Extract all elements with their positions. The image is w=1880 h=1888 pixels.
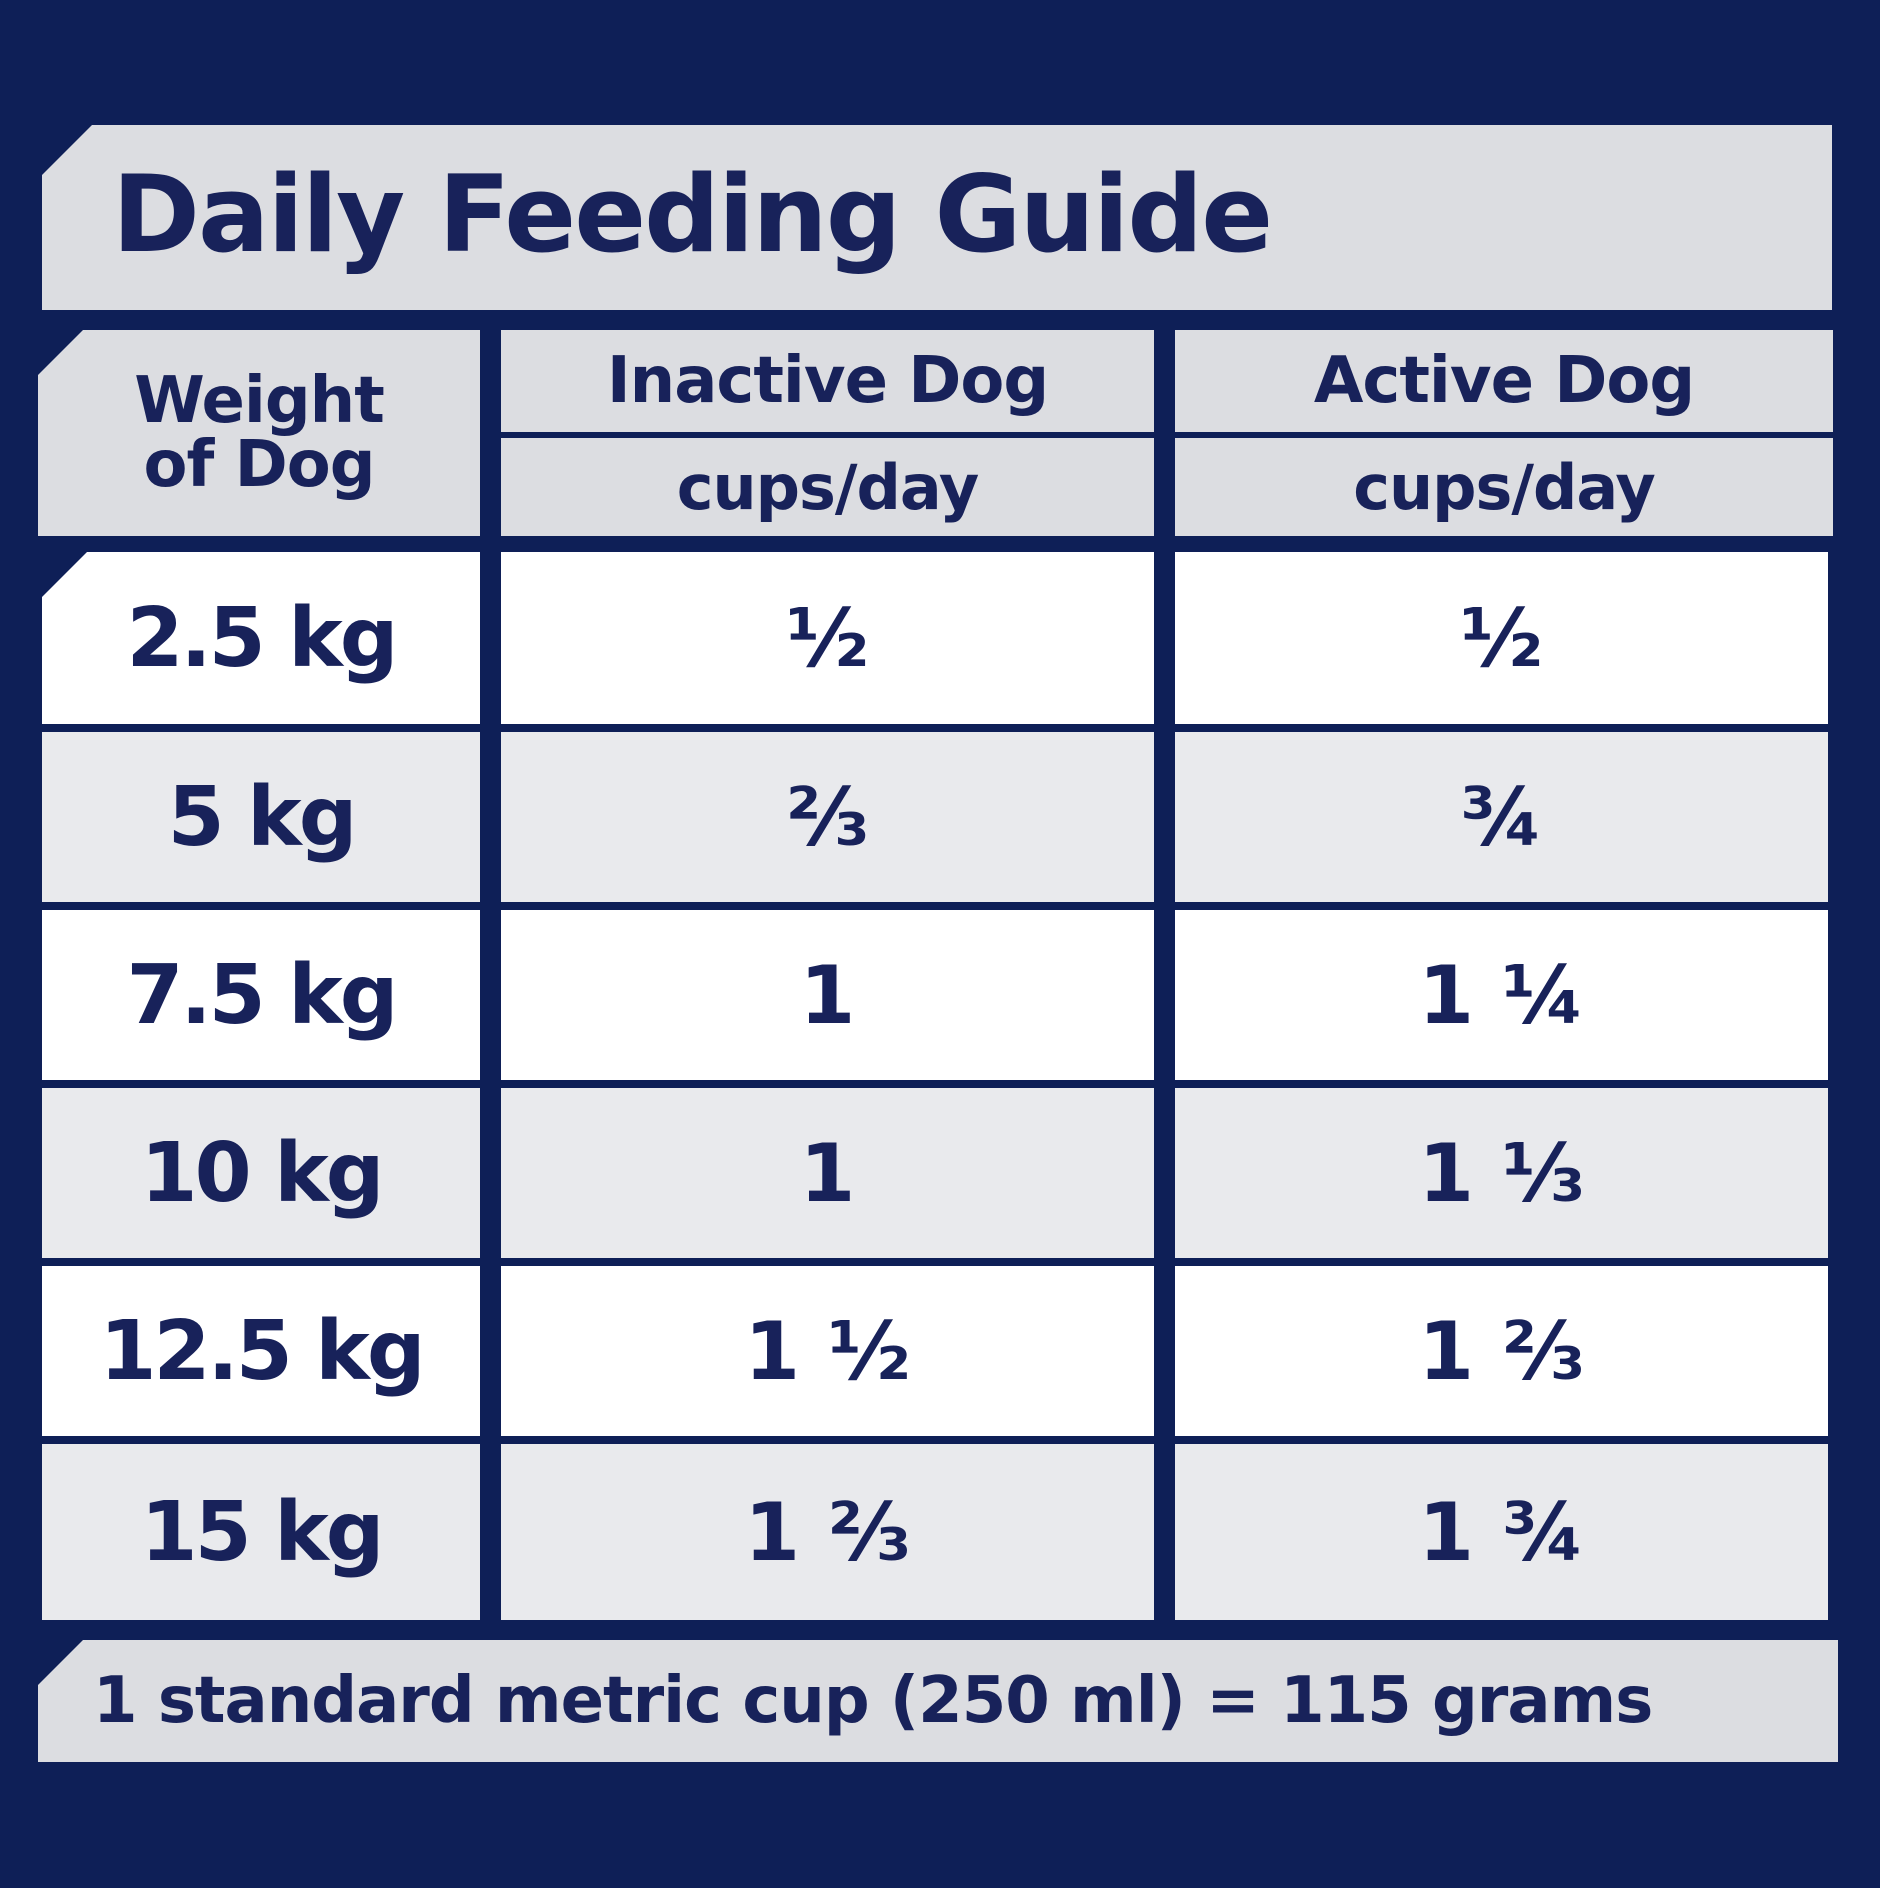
table-row-weight: 10 kg xyxy=(42,1088,480,1258)
table-row-inactive: 1 xyxy=(501,910,1154,1080)
table-row-inactive: 1 ⅔ xyxy=(501,1444,1154,1620)
table-row-inactive: 1 xyxy=(501,1088,1154,1258)
header-inactive-dog: Inactive Dog xyxy=(501,330,1154,432)
header-weight-line1: Weight xyxy=(134,364,385,438)
table-row-active: ½ xyxy=(1175,552,1828,724)
table-row-active: 1 ¼ xyxy=(1175,910,1828,1080)
table-row-active: 1 ⅓ xyxy=(1175,1088,1828,1258)
header-inactive-unit: cups/day xyxy=(501,438,1154,536)
page-title: Daily Feeding Guide xyxy=(112,153,1273,276)
header-weight-line2: of Dog xyxy=(143,428,376,502)
table-row-inactive: 1 ½ xyxy=(501,1266,1154,1436)
header-active-unit: cups/day xyxy=(1175,438,1833,536)
table-row-weight: 15 kg xyxy=(42,1444,480,1620)
footer-note-banner: 1 standard metric cup (250 ml) = 115 gra… xyxy=(38,1640,1838,1762)
table-row-active: 1 ¾ xyxy=(1175,1444,1828,1620)
header-weight-of-dog: Weight of Dog xyxy=(38,330,480,536)
table-row-weight: 7.5 kg xyxy=(42,910,480,1080)
footer-note: 1 standard metric cup (250 ml) = 115 gra… xyxy=(93,1664,1653,1738)
title-banner: Daily Feeding Guide xyxy=(42,125,1832,310)
table-row-weight: 5 kg xyxy=(42,732,480,902)
table-row-active: ¾ xyxy=(1175,732,1828,902)
table-row-inactive: ½ xyxy=(501,552,1154,724)
table-row-active: 1 ⅔ xyxy=(1175,1266,1828,1436)
header-active-dog: Active Dog xyxy=(1175,330,1833,432)
table-row-inactive: ⅔ xyxy=(501,732,1154,902)
table-row-weight: 12.5 kg xyxy=(42,1266,480,1436)
table-row-weight: 2.5 kg xyxy=(42,552,480,724)
